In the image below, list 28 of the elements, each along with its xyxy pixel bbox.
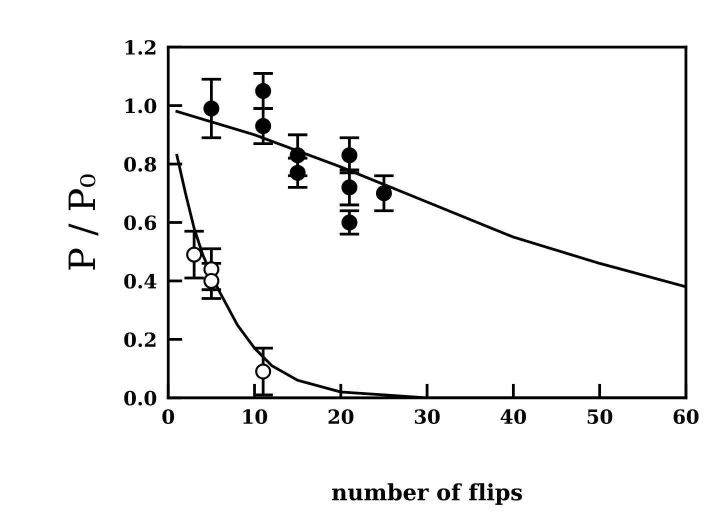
y-tick-label: 0.2 [124, 332, 156, 348]
point [341, 214, 358, 230]
point [341, 179, 358, 196]
y-tick-label: 0.6 [124, 215, 156, 230]
point [203, 272, 220, 289]
x-tick-label: 60 [674, 409, 699, 424]
x-tick-label: 10 [243, 409, 268, 424]
y-tick-label: 0.0 [124, 390, 156, 406]
y-tick-label: 1.0 [126, 98, 156, 114]
point [203, 100, 220, 116]
x-tick-label: 40 [500, 409, 526, 424]
point [290, 147, 306, 164]
y-axis-title: P / P₀ [68, 174, 98, 270]
x-tick-label: 20 [328, 409, 354, 424]
point [341, 147, 358, 164]
point [255, 82, 272, 99]
point [376, 185, 392, 202]
x-tick-label: 0 [162, 409, 174, 424]
point [186, 246, 202, 263]
y-tick-label: 1.2 [126, 40, 156, 55]
x-tick-label: 30 [414, 409, 440, 424]
point [255, 364, 272, 380]
y-tick-label: 0.8 [124, 156, 156, 172]
y-tick-label: 0.4 [124, 274, 156, 289]
x-axis-title: number of flips [332, 483, 522, 505]
x-tick-label: 50 [588, 409, 612, 424]
point [290, 164, 306, 181]
point [255, 118, 272, 134]
